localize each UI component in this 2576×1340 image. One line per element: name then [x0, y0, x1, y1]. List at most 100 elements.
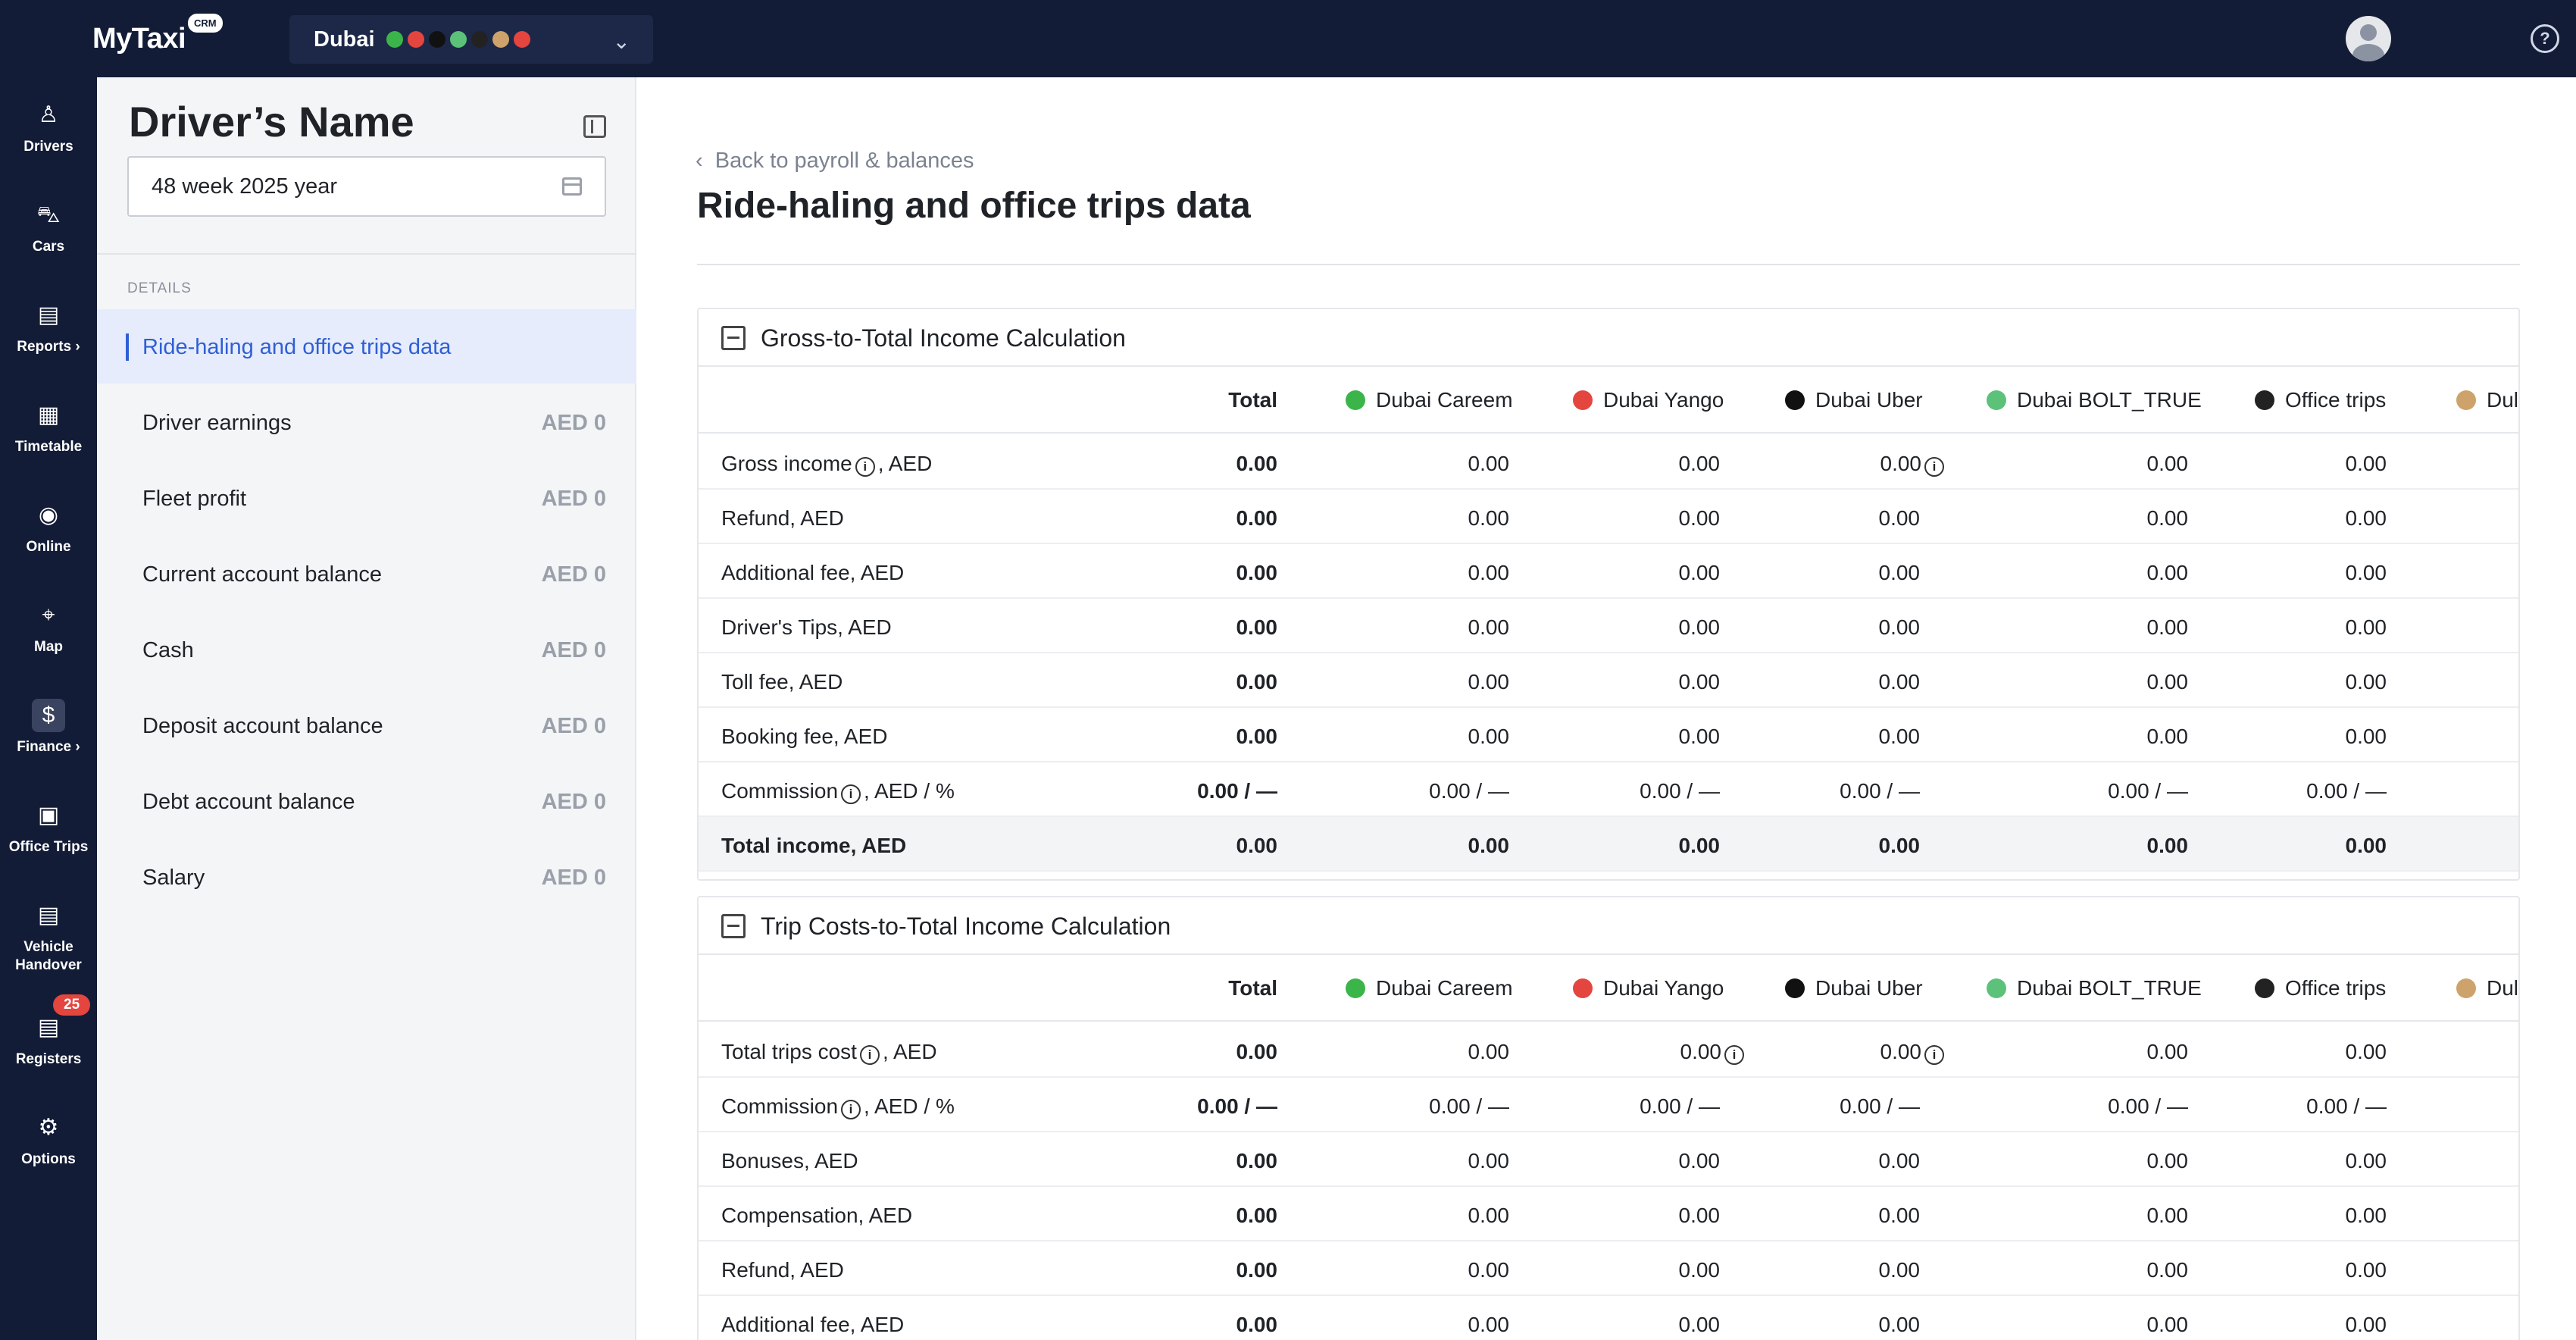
cell-value: 0.00	[1468, 452, 1510, 475]
row-label-unit: , AED	[877, 452, 933, 475]
table-row: Commission i, AED / % 0.00 / — 0.00 / — 0.00…	[699, 762, 2518, 817]
row-provider-value: 0.00 / —	[2108, 1094, 2188, 1119]
provider-logo-icon	[1573, 390, 1593, 410]
info-icon[interactable]: i	[841, 1100, 861, 1119]
card-header[interactable]: Gross-to-Total Income Calculation	[699, 309, 2518, 367]
info-icon[interactable]: i	[859, 1045, 880, 1065]
nav-item-label: Vehicle Handover	[15, 939, 82, 973]
provider-dot-icon	[429, 31, 445, 48]
collapse-panel-icon[interactable]	[583, 115, 606, 138]
row-provider-value: 0.00	[1879, 725, 1921, 749]
info-icon[interactable]: i	[1924, 1045, 1944, 1065]
collapse-section-icon[interactable]	[721, 326, 746, 350]
cell-value: 0.00 / —	[1429, 779, 1509, 803]
row-label-unit: , AED / %	[864, 1094, 955, 1118]
detail-item[interactable]: Ride-haling and office trips data	[97, 309, 636, 384]
detail-item[interactable]: Salary AED 0	[97, 840, 636, 914]
detail-item-value: AED 0	[541, 714, 606, 738]
nav-item-cars[interactable]: ⛍ Cars	[0, 199, 97, 256]
table-row: Toll fee, AED 0.00 0.00 0.00 0.00 0.00 0.00	[699, 653, 2518, 708]
cell-value: 0.00	[2146, 1313, 2189, 1336]
nav-item-registers[interactable]: ▤ Registers 25	[0, 994, 97, 1069]
nav-item-drivers[interactable]: ♙ Drivers	[0, 99, 97, 156]
detail-item[interactable]: Current account balance AED 0	[97, 537, 636, 611]
nav-item-label: Reports ›	[17, 339, 80, 355]
card-header[interactable]: Trip Costs-to-Total Income Calculation	[699, 897, 2518, 955]
provider-dot-icon	[514, 31, 530, 48]
table-row: Commission i, AED / % 0.00 / — 0.00 / — 0.00…	[699, 1078, 2518, 1132]
info-icon[interactable]: i	[855, 457, 875, 477]
cell-value: 0.00	[1878, 1258, 1921, 1282]
column-header-provider: Dubai Yango	[1573, 388, 1724, 412]
nav-item-vehicle-handover[interactable]: ▤ Vehicle Handover	[0, 899, 97, 975]
row-provider-value: 0.00 i	[1880, 452, 1948, 477]
nav-item-map[interactable]: ⌖ Map	[0, 599, 97, 656]
detail-item[interactable]: Cash AED 0	[97, 612, 636, 687]
nav-item-reports[interactable]: ▤ Reports ›	[0, 299, 97, 356]
column-header-provider: Dubai Careem	[1346, 976, 1513, 1000]
detail-item[interactable]: Driver earnings AED 0	[97, 385, 636, 459]
calendar-icon[interactable]	[562, 177, 582, 196]
row-total-value: 0.00	[1236, 1040, 1278, 1063]
row-provider-value: 0.00 i	[1680, 1040, 1748, 1065]
city-select[interactable]: Dubai ⌄	[289, 15, 653, 64]
row-provider-value: 0.00	[2346, 1040, 2387, 1064]
cell-value: 0.00 / —	[2108, 779, 2188, 803]
nav-item-label: Registers	[15, 1051, 82, 1067]
row-provider-value: 0.00	[2346, 506, 2387, 531]
column-header-provider: Office trips	[2255, 388, 2386, 412]
detail-item[interactable]: Fleet profit AED 0	[97, 461, 636, 535]
cell-value: 0.00	[1878, 834, 1921, 857]
app-logo[interactable]: MyTaxi	[92, 23, 186, 55]
provider-dot-icon	[471, 31, 488, 48]
info-icon[interactable]: i	[841, 784, 861, 804]
row-label: Additional fee, AED	[721, 561, 904, 585]
provider-name: Dubai Careem	[1376, 976, 1513, 1000]
cell-value: 0.00	[2146, 506, 2189, 530]
row-provider-value: 0.00	[2147, 1040, 2189, 1064]
provider-logo-icon	[2456, 978, 2476, 998]
nav-item-finance[interactable]: $ Finance ›	[0, 699, 97, 756]
row-provider-value: 0.00	[1468, 1258, 1510, 1282]
row-provider-value: 0.00	[1879, 1313, 1921, 1337]
cell-value: 0.00	[1468, 1313, 1510, 1336]
row-provider-value: 0.00	[2147, 1149, 2189, 1173]
cell-value: 0.00	[1468, 1149, 1510, 1172]
row-label-unit: , AED	[882, 1040, 937, 1063]
nav-item-timetable[interactable]: ▦ Timetable	[0, 399, 97, 456]
cell-value: 0.00	[2345, 1313, 2387, 1336]
cell-value: 0.00	[2146, 452, 2189, 475]
info-icon[interactable]: i	[1724, 1045, 1744, 1065]
week-picker-input[interactable]: 48 week 2025 year	[127, 156, 606, 217]
row-label: Compensation, AED	[721, 1204, 912, 1228]
chevron-down-icon: ⌄	[612, 30, 630, 53]
detail-item[interactable]: Debt account balance AED 0	[97, 764, 636, 838]
row-label: Refund, AED	[721, 506, 844, 531]
row-provider-value: 0.00	[2346, 615, 2387, 640]
clipboard-icon: ▤	[37, 302, 60, 327]
back-link-label: Back to payroll & balances	[714, 149, 974, 173]
column-header-provider: Dubai Uber	[1785, 388, 1923, 412]
avatar[interactable]	[2346, 16, 2391, 61]
clipboard-icon: ▤	[37, 1015, 60, 1040]
nav-item-office-trips[interactable]: ▣ Office Trips	[0, 799, 97, 856]
cell-value: 0.00	[2345, 725, 2387, 748]
clipboard-icon: ▤	[37, 903, 60, 928]
row-label: Commission i, AED / %	[721, 1094, 955, 1119]
cell-value: 0.00	[2146, 561, 2189, 584]
row-provider-value: 0.00 / —	[2108, 779, 2188, 803]
column-header-total: Total	[1228, 388, 1277, 412]
row-total-value: 0.00	[1236, 561, 1278, 584]
avatar-head	[2360, 24, 2377, 41]
info-icon[interactable]: i	[1924, 457, 1944, 477]
cell-value: 0.00 / —	[2306, 1094, 2387, 1118]
help-icon[interactable]: ?	[2531, 24, 2559, 53]
collapse-section-icon[interactable]	[721, 914, 746, 938]
row-total-value: 0.00 / —	[1197, 1094, 1277, 1118]
back-link[interactable]: ‹ Back to payroll & balances	[696, 149, 974, 173]
nav-item-options[interactable]: ⚙ Options	[0, 1111, 97, 1169]
nav-item-online[interactable]: ◉ Online	[0, 499, 97, 556]
row-provider-value: 0.00	[1679, 834, 1721, 858]
row-provider-value: 0.00	[1879, 615, 1921, 640]
detail-item[interactable]: Deposit account balance AED 0	[97, 688, 636, 762]
